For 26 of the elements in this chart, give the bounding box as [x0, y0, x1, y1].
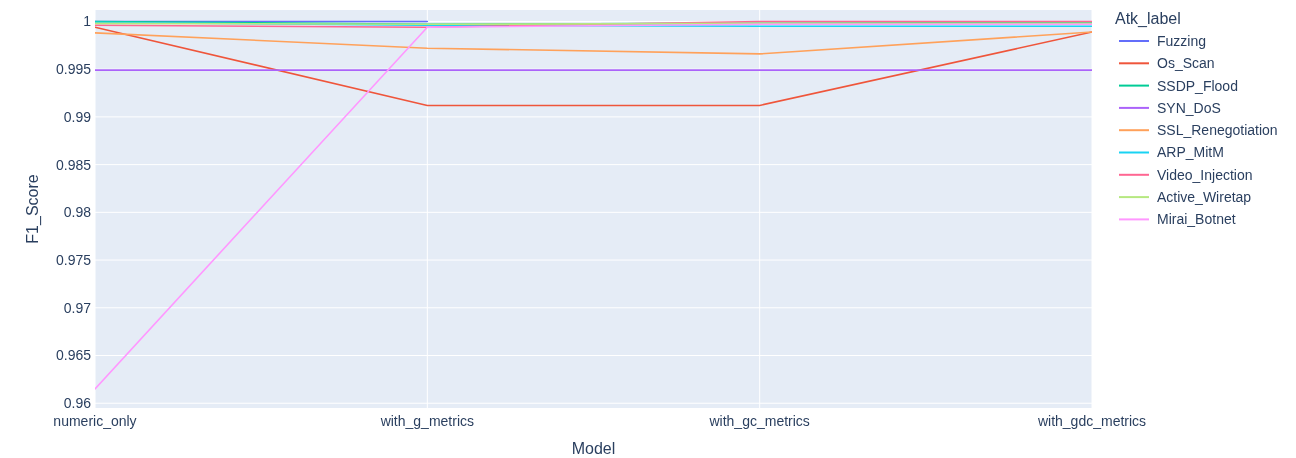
x-tick-label: with_gc_metrics — [708, 413, 810, 429]
y-tick-label: 0.98 — [63, 204, 92, 221]
y-tick-label: 0.99 — [63, 108, 92, 125]
y-tick-label: 0.97 — [63, 299, 92, 316]
legend-label: ARP_MitM — [1157, 144, 1224, 161]
y-tick-label: 0.985 — [55, 156, 92, 173]
legend-title: Atk_label — [1115, 10, 1181, 28]
y-tick-label: 0.965 — [55, 347, 92, 364]
x-tick-label: with_g_metrics — [379, 413, 475, 429]
legend-label: Os_Scan — [1157, 55, 1215, 72]
x-tick-label: numeric_only — [53, 413, 137, 429]
legend-label: SSDP_Flood — [1157, 77, 1238, 94]
legend-label: Mirai_Botnet — [1157, 211, 1236, 228]
x-tick-label: with_gdc_metrics — [1036, 413, 1147, 429]
y-tick-label: 0.975 — [55, 251, 92, 268]
legend-label: Fuzzing — [1157, 32, 1207, 49]
legend-label: SSL_Renegotiation — [1157, 122, 1278, 139]
y-tick-label: 0.995 — [55, 61, 92, 78]
y-tick-label: 0.96 — [63, 395, 92, 412]
y-tick-label: 1 — [83, 13, 92, 30]
line-series — [95, 31, 1092, 55]
y-axis-title: F1_Score — [24, 174, 42, 244]
legend-label: SYN_DoS — [1157, 99, 1221, 116]
legend-label: Video_Injection — [1157, 166, 1253, 183]
x-axis-title: Model — [571, 440, 616, 457]
legend-label: Active_Wiretap — [1157, 189, 1252, 205]
